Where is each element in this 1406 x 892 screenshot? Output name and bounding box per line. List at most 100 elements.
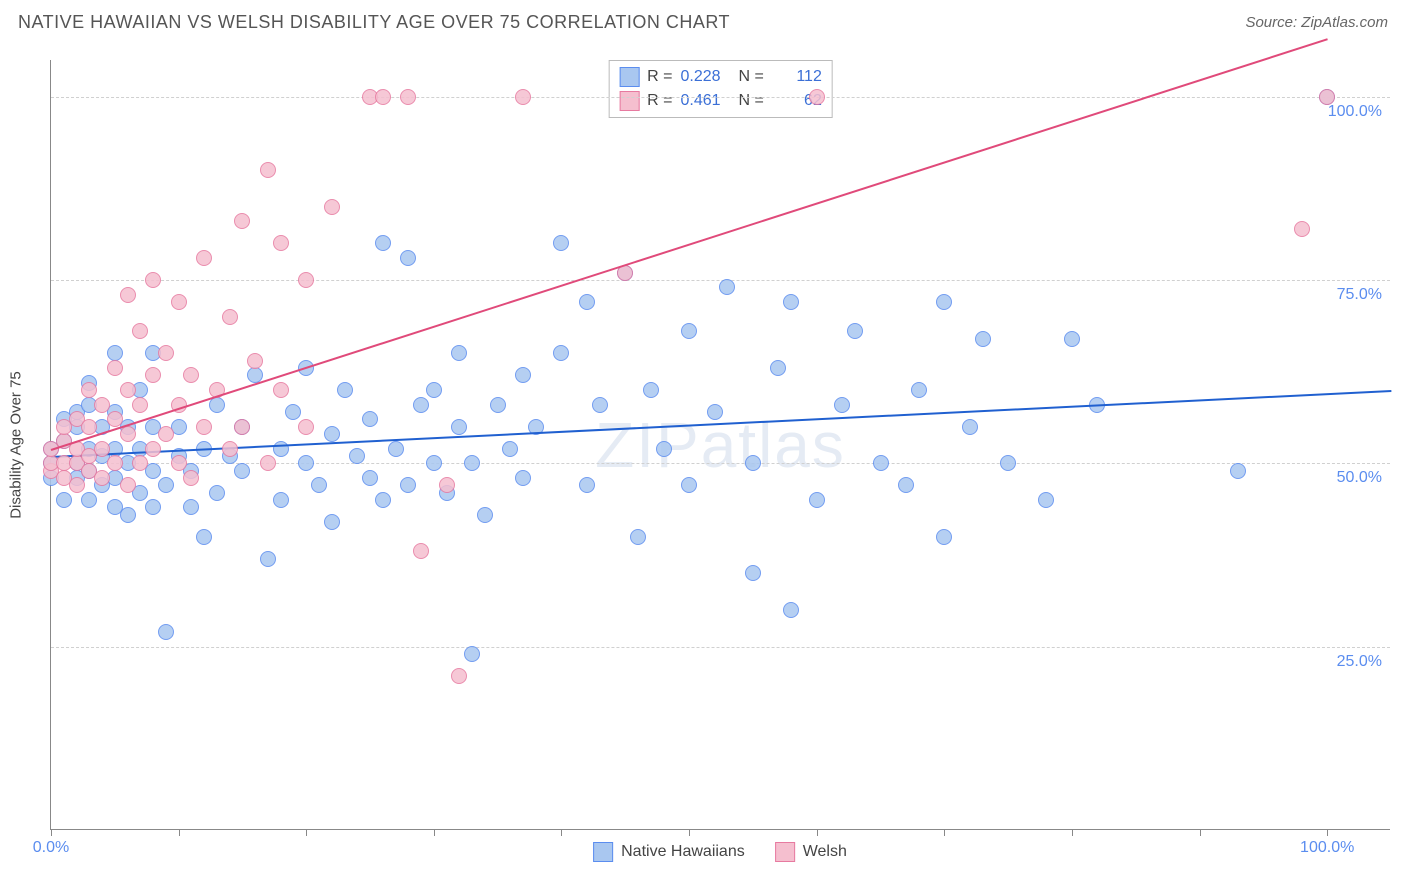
data-point (579, 477, 595, 493)
data-point (183, 499, 199, 515)
data-point (158, 426, 174, 442)
data-point (273, 492, 289, 508)
legend-label: Welsh (803, 843, 847, 861)
data-point (413, 397, 429, 413)
legend-swatch (619, 91, 639, 111)
data-point (1294, 221, 1310, 237)
data-point (451, 668, 467, 684)
legend-n-value: 112 (772, 68, 822, 86)
data-point (515, 367, 531, 383)
data-point (745, 455, 761, 471)
data-point (1000, 455, 1016, 471)
data-point (145, 441, 161, 457)
legend-n-label: N = (739, 68, 764, 86)
legend-series: Native HawaiiansWelsh (593, 842, 847, 862)
data-point (809, 89, 825, 105)
data-point (490, 397, 506, 413)
data-point (847, 323, 863, 339)
legend-correlation: R =0.228N =112R =0.461N =62 (608, 60, 833, 118)
data-point (349, 448, 365, 464)
legend-r-value: 0.228 (681, 68, 731, 86)
data-point (643, 382, 659, 398)
data-point (273, 382, 289, 398)
data-point (145, 499, 161, 515)
gridline (51, 97, 1390, 98)
data-point (426, 382, 442, 398)
data-point (120, 287, 136, 303)
data-point (400, 477, 416, 493)
x-tick (306, 829, 307, 836)
data-point (222, 441, 238, 457)
data-point (400, 250, 416, 266)
data-point (770, 360, 786, 376)
gridline (51, 463, 1390, 464)
data-point (337, 382, 353, 398)
data-point (107, 360, 123, 376)
y-tick-label: 100.0% (1328, 103, 1382, 121)
data-point (145, 367, 161, 383)
data-point (515, 89, 531, 105)
data-point (247, 353, 263, 369)
data-point (451, 345, 467, 361)
data-point (464, 455, 480, 471)
data-point (311, 477, 327, 493)
data-point (426, 455, 442, 471)
x-tick (434, 829, 435, 836)
data-point (362, 411, 378, 427)
y-tick-label: 25.0% (1337, 653, 1382, 671)
gridline (51, 280, 1390, 281)
legend-n-label: N = (739, 92, 764, 110)
data-point (298, 272, 314, 288)
data-point (94, 441, 110, 457)
data-point (898, 477, 914, 493)
data-point (260, 455, 276, 471)
data-point (132, 455, 148, 471)
data-point (94, 397, 110, 413)
data-point (451, 419, 467, 435)
legend-item: Welsh (775, 842, 847, 862)
data-point (132, 323, 148, 339)
data-point (196, 529, 212, 545)
legend-swatch (619, 67, 639, 87)
data-point (107, 411, 123, 427)
data-point (375, 492, 391, 508)
x-tick (51, 829, 52, 836)
data-point (273, 235, 289, 251)
data-point (107, 345, 123, 361)
legend-r-label: R = (647, 92, 672, 110)
y-tick-label: 75.0% (1337, 286, 1382, 304)
data-point (975, 331, 991, 347)
data-point (120, 477, 136, 493)
data-point (962, 419, 978, 435)
data-point (936, 529, 952, 545)
data-point (324, 199, 340, 215)
data-point (158, 624, 174, 640)
chart-title: NATIVE HAWAIIAN VS WELSH DISABILITY AGE … (18, 12, 730, 33)
data-point (375, 89, 391, 105)
data-point (439, 477, 455, 493)
x-tick (561, 829, 562, 836)
data-point (158, 345, 174, 361)
data-point (298, 419, 314, 435)
data-point (324, 426, 340, 442)
data-point (362, 470, 378, 486)
data-point (388, 441, 404, 457)
x-tick (689, 829, 690, 836)
data-point (579, 294, 595, 310)
data-point (285, 404, 301, 420)
data-point (375, 235, 391, 251)
legend-swatch (593, 842, 613, 862)
data-point (298, 455, 314, 471)
data-point (234, 463, 250, 479)
data-point (707, 404, 723, 420)
data-point (477, 507, 493, 523)
x-tick-label: 0.0% (33, 839, 69, 857)
y-tick-label: 50.0% (1337, 469, 1382, 487)
data-point (324, 514, 340, 530)
data-point (681, 323, 697, 339)
data-point (120, 426, 136, 442)
data-point (273, 441, 289, 457)
data-point (234, 213, 250, 229)
data-point (158, 477, 174, 493)
legend-row: R =0.228N =112 (619, 65, 822, 89)
